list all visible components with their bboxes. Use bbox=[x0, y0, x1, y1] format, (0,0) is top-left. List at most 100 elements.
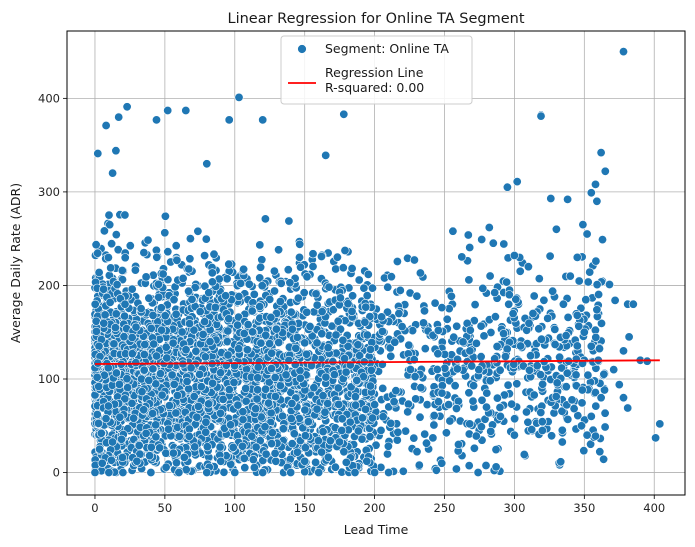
x-tick-label: 0 bbox=[91, 501, 98, 515]
scatter-point bbox=[182, 376, 192, 386]
regression-line bbox=[94, 359, 660, 365]
scatter-point bbox=[437, 303, 447, 313]
scatter-point bbox=[347, 306, 357, 316]
scatter-point bbox=[240, 463, 250, 473]
scatter-point bbox=[226, 420, 236, 430]
scatter-point bbox=[465, 243, 475, 253]
scatter-point bbox=[482, 388, 492, 398]
scatter-point bbox=[111, 230, 121, 240]
scatter-point bbox=[594, 344, 604, 354]
scatter-point bbox=[538, 379, 548, 389]
scatter-point bbox=[453, 439, 463, 449]
scatter-point bbox=[392, 435, 402, 445]
scatter-point bbox=[137, 374, 147, 384]
scatter-point bbox=[511, 294, 521, 304]
scatter-point bbox=[437, 388, 447, 398]
scatter-point bbox=[550, 339, 560, 349]
scatter-point bbox=[223, 350, 233, 360]
scatter-point bbox=[536, 334, 546, 344]
scatter-point bbox=[314, 467, 324, 477]
plot-frame bbox=[66, 30, 686, 496]
scatter-point bbox=[574, 276, 584, 286]
scatter-point bbox=[397, 322, 407, 332]
scatter-point bbox=[136, 304, 146, 314]
scatter-point bbox=[221, 291, 231, 301]
scatter-point bbox=[202, 442, 212, 452]
scatter-point bbox=[579, 446, 589, 456]
scatter-point bbox=[103, 363, 113, 373]
scatter-point bbox=[519, 449, 529, 459]
legend-label-regression-line2: R-squared: 0.00 bbox=[325, 80, 424, 95]
scatter-point bbox=[94, 418, 104, 428]
scatter-point bbox=[571, 370, 581, 380]
scatter-point bbox=[359, 283, 369, 293]
scatter-point bbox=[320, 407, 330, 417]
chart-title: Linear Regression for Online TA Segment bbox=[227, 11, 524, 27]
scatter-point bbox=[305, 321, 315, 331]
scatter-point bbox=[184, 431, 194, 441]
scatter-point bbox=[546, 194, 556, 204]
scatter-point bbox=[239, 453, 249, 463]
scatter-point bbox=[351, 400, 361, 410]
scatter-point bbox=[114, 112, 124, 122]
scatter-point bbox=[451, 464, 461, 474]
scatter-point bbox=[122, 374, 132, 384]
scatter-point bbox=[148, 310, 158, 320]
x-axis-ticks: 0 50 100 150 200 250 300 350 400 bbox=[91, 495, 665, 515]
scatter-point bbox=[258, 115, 268, 125]
scatter-point bbox=[551, 224, 561, 234]
scatter-point bbox=[172, 458, 182, 468]
scatter-point bbox=[131, 358, 141, 368]
scatter-point bbox=[255, 436, 265, 446]
scatter-point bbox=[290, 360, 300, 370]
scatter-point bbox=[341, 367, 351, 377]
scatter-point bbox=[551, 391, 561, 401]
scatter-point bbox=[365, 312, 375, 322]
x-tick-label: 350 bbox=[573, 501, 595, 515]
scatter-point bbox=[157, 325, 167, 335]
scatter-point bbox=[403, 407, 413, 417]
scatter-point bbox=[421, 438, 431, 448]
scatter-point bbox=[157, 390, 167, 400]
scatter-point bbox=[267, 428, 277, 438]
scatter-point bbox=[386, 351, 396, 361]
scatter-point bbox=[527, 424, 537, 434]
scatter-point bbox=[354, 275, 364, 285]
scatter-point bbox=[179, 452, 189, 462]
scatter-point bbox=[490, 288, 500, 298]
y-axis-ticks: 0 100 200 300 400 bbox=[38, 91, 67, 480]
scatter-point bbox=[378, 383, 388, 393]
scatter-point bbox=[127, 332, 137, 342]
scatter-point bbox=[390, 337, 400, 347]
scatter-point bbox=[104, 210, 114, 220]
scatter-point bbox=[458, 337, 468, 347]
scatter-point bbox=[266, 408, 276, 418]
scatter-point bbox=[393, 427, 403, 437]
scatter-point bbox=[117, 434, 127, 444]
scatter-point bbox=[539, 295, 549, 305]
scatter-point bbox=[395, 285, 405, 295]
scatter-point bbox=[178, 273, 188, 283]
scatter-point bbox=[618, 346, 628, 356]
scatter-point bbox=[345, 417, 355, 427]
scatter-point bbox=[202, 159, 212, 169]
scatter-point bbox=[191, 346, 201, 356]
scatter-point bbox=[300, 443, 310, 453]
scatter-point bbox=[253, 373, 263, 383]
scatter-point bbox=[547, 431, 557, 441]
scatter-point bbox=[215, 442, 225, 452]
scatter-point bbox=[332, 252, 342, 262]
scatter-point bbox=[502, 182, 512, 192]
scatter-point bbox=[370, 400, 380, 410]
scatter-point bbox=[278, 424, 288, 434]
scatter-point bbox=[476, 422, 486, 432]
scatter-point bbox=[583, 370, 593, 380]
scatter-point bbox=[169, 295, 179, 305]
scatter-point bbox=[201, 234, 211, 244]
scatter-point bbox=[140, 339, 150, 349]
scatter-point bbox=[92, 372, 102, 382]
scatter-point bbox=[600, 166, 610, 176]
scatter-point bbox=[200, 317, 210, 327]
scatter-point bbox=[412, 447, 422, 457]
scatter-point bbox=[154, 279, 164, 289]
